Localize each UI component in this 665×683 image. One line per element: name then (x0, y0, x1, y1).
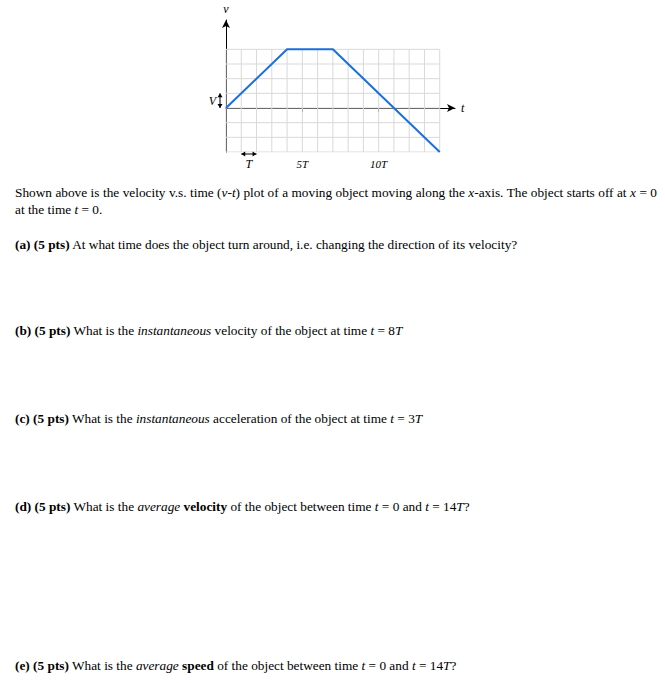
html-text:(d) (5 pts) What is the averag: (d) (5 pts) What is the average velocity… (15, 499, 470, 514)
html-text:Shown above is the velocity v.: Shown above is the velocity v.s. time (v… (15, 185, 657, 217)
svg-text:v: v (223, 2, 229, 16)
svg-text:T: T (246, 157, 254, 171)
html-text:(e) (5 pts) What is the averag: (e) (5 pts) What is the average speed of… (15, 658, 457, 673)
svg-text:t: t (461, 101, 465, 115)
html-text:(a) (5 pts) At what time does: (a) (5 pts) At what time does the object… (15, 237, 518, 252)
html-text:(c) (5 pts) What is the instan: (c) (5 pts) What is the instantaneous ac… (15, 411, 423, 426)
svg-text:V: V (209, 94, 218, 108)
html-text:(b) (5 pts) What is the instan: (b) (5 pts) What is the instantaneous ve… (15, 323, 403, 338)
svg-text:10T: 10T (370, 158, 388, 170)
svg-text:5T: 5T (297, 158, 310, 170)
